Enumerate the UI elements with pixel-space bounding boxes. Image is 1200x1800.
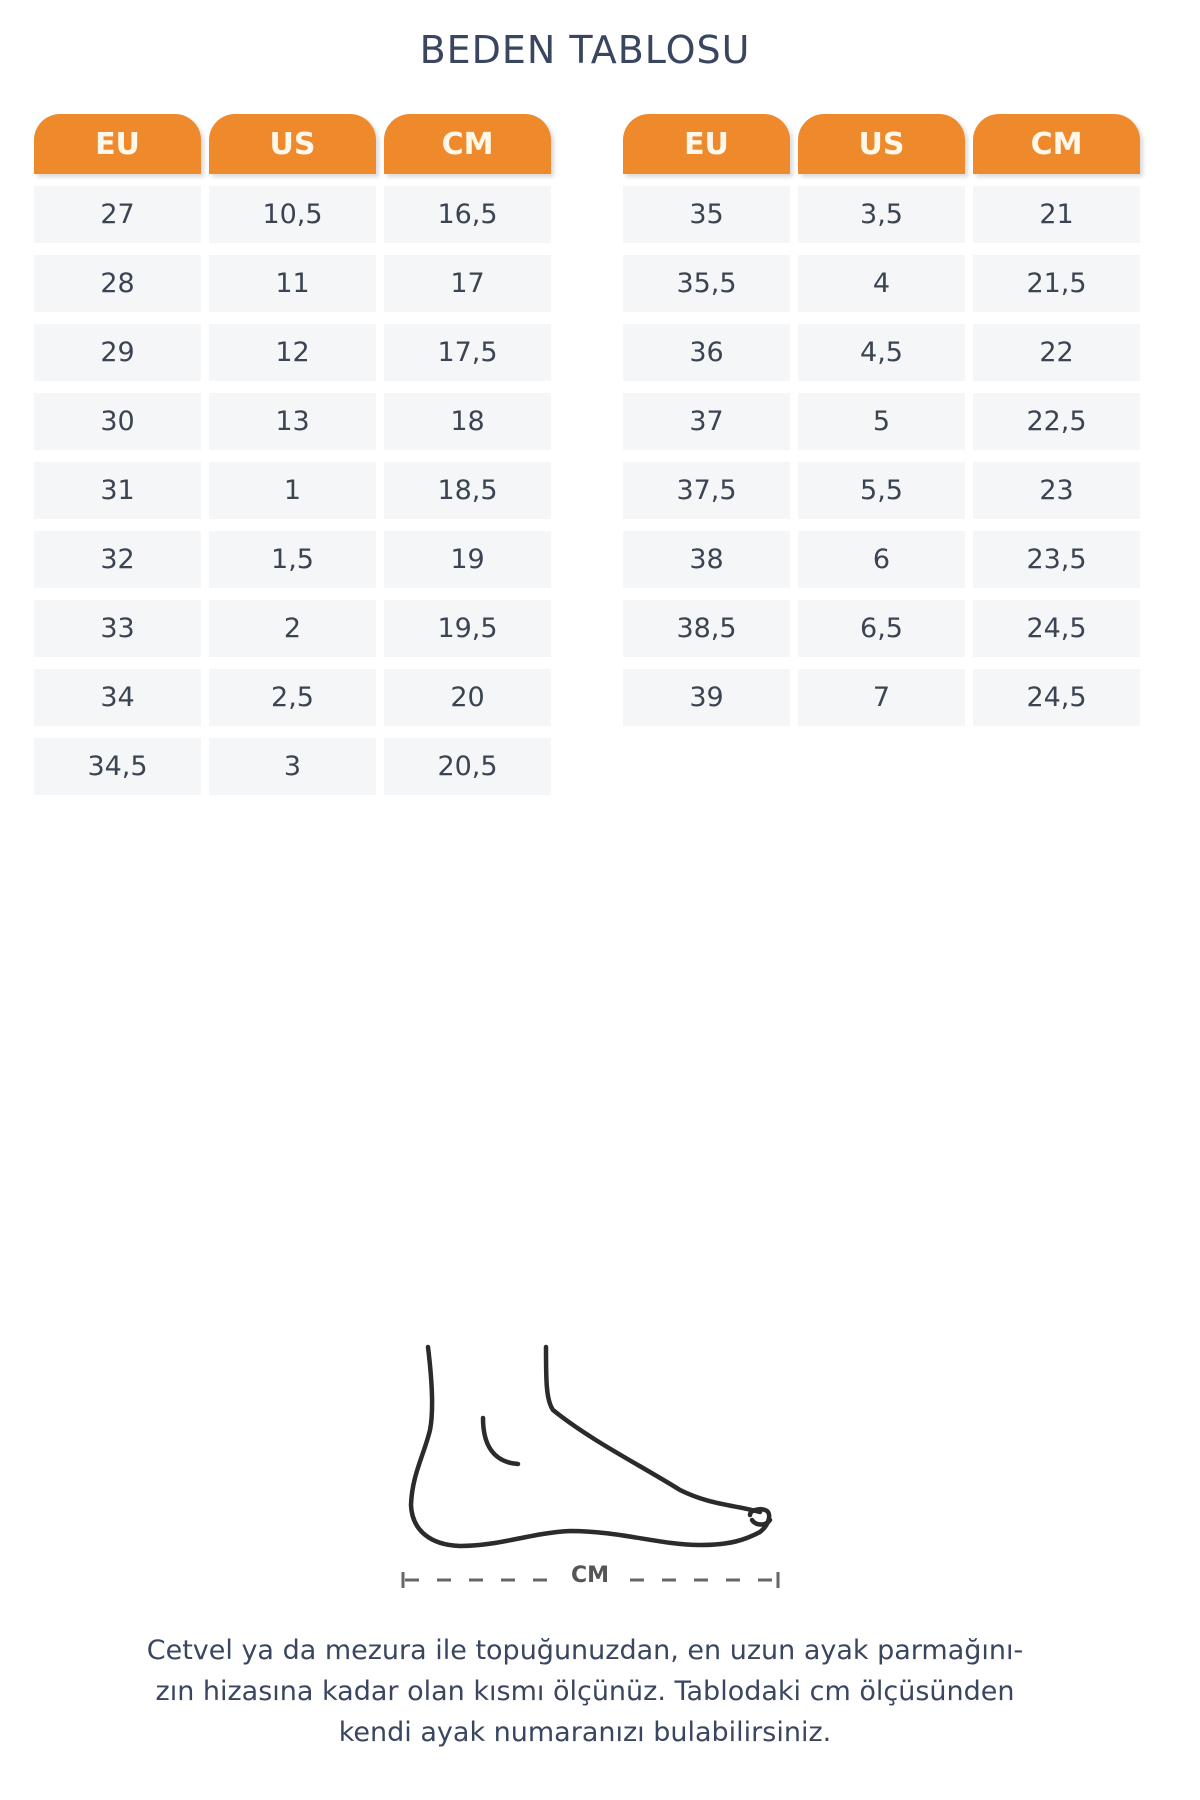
cell-us: 4 <box>798 255 965 312</box>
cell-cm: 18 <box>384 393 551 450</box>
cell-cm: 23 <box>973 462 1140 519</box>
cell-cm: 23,5 <box>973 531 1140 588</box>
table-row: 38,5 6,5 24,5 <box>623 600 1140 657</box>
table-row: 37 5 22,5 <box>623 393 1140 450</box>
cell-us: 2,5 <box>209 669 376 726</box>
cell-eu: 37,5 <box>623 462 790 519</box>
header-cm: CM <box>973 114 1140 174</box>
cell-us: 6 <box>798 531 965 588</box>
cell-cm: 19,5 <box>384 600 551 657</box>
table-row: 32 1,5 19 <box>34 531 551 588</box>
page-title: BEDEN TABLOSU <box>419 28 751 72</box>
table-row: 38 6 23,5 <box>623 531 1140 588</box>
cell-cm: 20 <box>384 669 551 726</box>
cell-eu: 27 <box>34 186 201 243</box>
measure-label: CM <box>570 1563 610 1588</box>
cell-us: 13 <box>209 393 376 450</box>
cell-cm: 21 <box>973 186 1140 243</box>
cell-cm: 17,5 <box>384 324 551 381</box>
cell-us: 12 <box>209 324 376 381</box>
cell-cm: 21,5 <box>973 255 1140 312</box>
cell-us: 3,5 <box>798 186 965 243</box>
table-row: 34 2,5 20 <box>34 669 551 726</box>
size-table-left: EU US CM 27 10,5 16,5 28 11 17 29 12 17,5 30 13 18 3… <box>34 114 551 795</box>
table-row: 31 1 18,5 <box>34 462 551 519</box>
table-row: 27 10,5 16,5 <box>34 186 551 243</box>
cell-cm: 17 <box>384 255 551 312</box>
cell-us: 6,5 <box>798 600 965 657</box>
table-row: 28 11 17 <box>34 255 551 312</box>
table-row: 36 4,5 22 <box>623 324 1140 381</box>
cell-eu: 32 <box>34 531 201 588</box>
cell-us: 3 <box>209 738 376 795</box>
cell-us: 10,5 <box>209 186 376 243</box>
table-row: 35,5 4 21,5 <box>623 255 1140 312</box>
cell-eu: 36 <box>623 324 790 381</box>
cell-eu: 38,5 <box>623 600 790 657</box>
cell-cm: 19 <box>384 531 551 588</box>
cell-us: 1 <box>209 462 376 519</box>
table-header: EU US CM <box>623 114 1140 174</box>
cell-eu: 37 <box>623 393 790 450</box>
header-us: US <box>798 114 965 174</box>
cell-us: 5 <box>798 393 965 450</box>
cell-eu: 30 <box>34 393 201 450</box>
header-cm: CM <box>384 114 551 174</box>
cell-cm: 24,5 <box>973 600 1140 657</box>
cell-cm: 24,5 <box>973 669 1140 726</box>
table-row: 33 2 19,5 <box>34 600 551 657</box>
cell-eu: 39 <box>623 669 790 726</box>
measurement-instructions: Cetvel ya da mezura ile topuğunuzdan, en… <box>100 1630 1070 1753</box>
note-line: kendi ayak numaranızı bulabilirsiniz. <box>338 1717 832 1748</box>
cell-eu: 33 <box>34 600 201 657</box>
size-table-right: EU US CM 35 3,5 21 35,5 4 21,5 36 4,5 22 37 5 22,5 3… <box>623 114 1140 726</box>
table-row: 30 13 18 <box>34 393 551 450</box>
table-row: 39 7 24,5 <box>623 669 1140 726</box>
table-row: 34,5 3 20,5 <box>34 738 551 795</box>
header-eu: EU <box>34 114 201 174</box>
cell-cm: 16,5 <box>384 186 551 243</box>
cell-us: 2 <box>209 600 376 657</box>
table-row: 35 3,5 21 <box>623 186 1140 243</box>
cell-us: 5,5 <box>798 462 965 519</box>
cell-eu: 35,5 <box>623 255 790 312</box>
cell-us: 11 <box>209 255 376 312</box>
table-row: 37,5 5,5 23 <box>623 462 1140 519</box>
cell-us: 7 <box>798 669 965 726</box>
header-us: US <box>209 114 376 174</box>
cell-eu: 34,5 <box>34 738 201 795</box>
cell-eu: 35 <box>623 186 790 243</box>
table-header: EU US CM <box>34 114 551 174</box>
cell-us: 4,5 <box>798 324 965 381</box>
cell-us: 1,5 <box>209 531 376 588</box>
note-line: zın hizasına kadar olan kısmı ölçünüz. T… <box>155 1676 1015 1707</box>
cell-eu: 28 <box>34 255 201 312</box>
cell-eu: 31 <box>34 462 201 519</box>
cell-eu: 29 <box>34 324 201 381</box>
cell-cm: 22,5 <box>973 393 1140 450</box>
table-row: 29 12 17,5 <box>34 324 551 381</box>
header-eu: EU <box>623 114 790 174</box>
cell-cm: 22 <box>973 324 1140 381</box>
cell-cm: 20,5 <box>384 738 551 795</box>
note-line: Cetvel ya da mezura ile topuğunuzdan, en… <box>146 1635 1024 1666</box>
cell-eu: 34 <box>34 669 201 726</box>
cell-cm: 18,5 <box>384 462 551 519</box>
cell-eu: 38 <box>623 531 790 588</box>
